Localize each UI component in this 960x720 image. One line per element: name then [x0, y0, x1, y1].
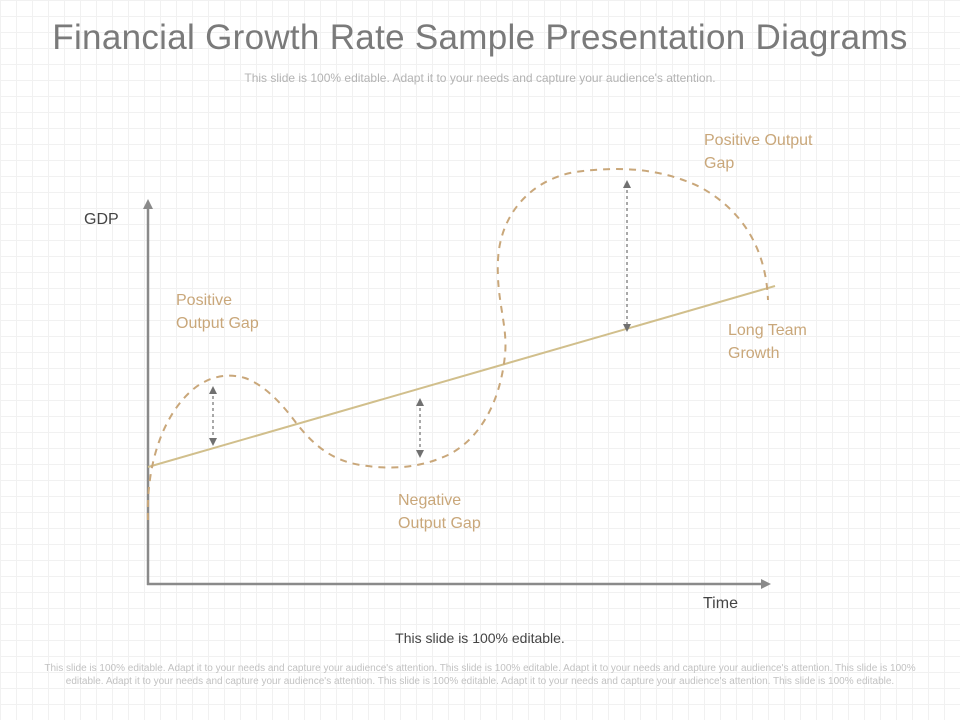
- editable-note: This slide is 100% editable.: [395, 630, 565, 646]
- trend-line: [147, 285, 776, 468]
- negative-gap-line1: Negative: [398, 492, 462, 509]
- positive-gap-left-label: Positive Output Gap: [176, 289, 259, 335]
- positive-gap-right-line1: Positive Output: [704, 132, 813, 149]
- cycle-curve: [146, 168, 769, 521]
- x-axis-label: Time: [703, 595, 738, 612]
- long-term-growth-line1: Long Team: [728, 322, 807, 339]
- footer-text: This slide is 100% editable. Adapt it to…: [44, 663, 916, 687]
- positive-gap-left-line1: Positive: [176, 292, 233, 309]
- long-term-growth-label: Long Team Growth: [728, 319, 807, 365]
- negative-gap-line2: Output Gap: [398, 515, 481, 532]
- slide-subtitle: This slide is 100% editable. Adapt it to…: [244, 71, 716, 85]
- slide-title: Financial Growth Rate Sample Presentatio…: [52, 18, 908, 57]
- positive-gap-left-line2: Output Gap: [176, 315, 259, 332]
- negative-gap-label: Negative Output Gap: [398, 489, 481, 535]
- y-axis-label: GDP: [84, 211, 119, 228]
- positive-gap-right-label: Positive Output Gap: [704, 129, 813, 175]
- long-term-growth-line2: Growth: [728, 345, 780, 362]
- positive-gap-right-line2: Gap: [704, 155, 735, 172]
